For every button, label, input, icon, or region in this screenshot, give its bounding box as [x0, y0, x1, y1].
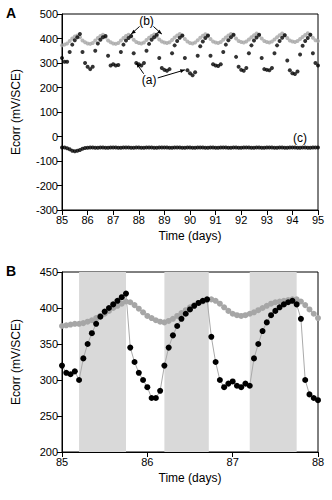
svg-text:300: 300: [40, 374, 58, 386]
svg-text:400: 400: [40, 302, 58, 314]
svg-text:89: 89: [158, 214, 170, 226]
svg-text:(a): (a): [142, 73, 157, 87]
svg-text:86: 86: [141, 456, 153, 468]
svg-text:88: 88: [312, 456, 324, 468]
svg-text:94: 94: [286, 214, 298, 226]
svg-text:-300: -300: [36, 204, 58, 216]
svg-text:88: 88: [133, 214, 145, 226]
svg-text:500: 500: [40, 8, 58, 20]
svg-text:A: A: [6, 5, 16, 21]
svg-text:0: 0: [52, 131, 58, 143]
svg-text:200: 200: [39, 446, 58, 458]
svg-text:250: 250: [40, 410, 58, 422]
svg-text:Time (days): Time (days): [159, 471, 222, 485]
svg-text:87: 87: [227, 456, 239, 468]
svg-text:87: 87: [107, 214, 119, 226]
svg-text:200: 200: [40, 82, 58, 94]
svg-text:Ecorr (mV/SCE): Ecorr (mV/SCE): [9, 319, 23, 405]
svg-text:85: 85: [56, 214, 68, 226]
svg-text:(c): (c): [293, 131, 307, 145]
svg-text:86: 86: [81, 214, 93, 226]
svg-text:Ecorr (mV/SCE): Ecorr (mV/SCE): [9, 69, 23, 155]
svg-text:93: 93: [261, 214, 273, 226]
svg-text:(b): (b): [139, 14, 154, 28]
svg-text:92: 92: [235, 214, 247, 226]
svg-text:-100: -100: [36, 155, 58, 167]
svg-text:400: 400: [40, 33, 58, 45]
svg-text:85: 85: [56, 456, 68, 468]
svg-text:300: 300: [40, 57, 58, 69]
svg-text:Time (days): Time (days): [159, 229, 222, 243]
svg-text:-200: -200: [36, 180, 58, 192]
svg-text:B: B: [6, 263, 16, 279]
svg-text:350: 350: [40, 338, 58, 350]
svg-text:90: 90: [184, 214, 196, 226]
svg-text:450: 450: [40, 266, 58, 278]
svg-text:91: 91: [209, 214, 221, 226]
svg-text:100: 100: [40, 106, 58, 118]
svg-text:95: 95: [312, 214, 324, 226]
